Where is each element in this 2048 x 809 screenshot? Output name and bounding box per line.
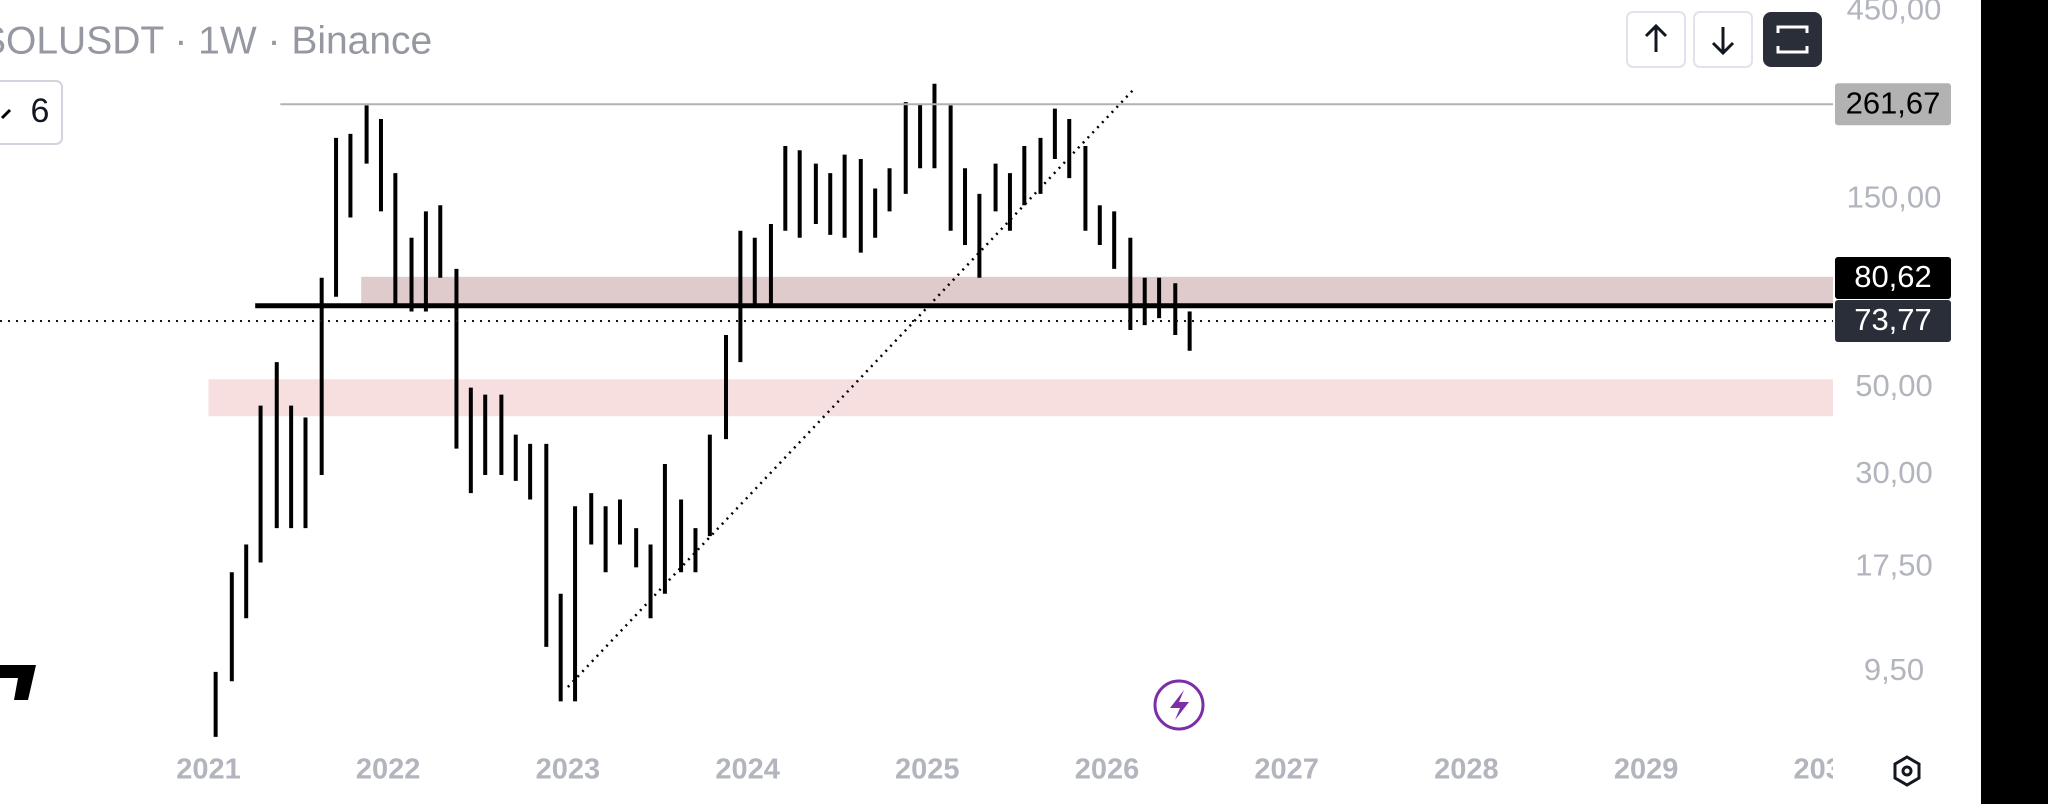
zone: [208, 379, 1833, 417]
logo: [0, 665, 36, 700]
x-tick-label: 2021: [176, 754, 241, 786]
settings-dot: [1901, 765, 1913, 777]
price-label-box: [1835, 300, 1951, 343]
button-box[interactable]: [1763, 12, 1822, 67]
price-label: 261,67: [1846, 85, 1941, 120]
y-tick-label: 50,00: [1855, 368, 1933, 403]
x-tick-label: 2027: [1254, 754, 1319, 786]
lightning-icon: [1170, 690, 1189, 720]
price-label: 73,77: [1854, 302, 1932, 337]
zone: [361, 276, 1833, 304]
y-tick-label: 9,50: [1864, 652, 1924, 687]
y-tick-label: 450,00: [1847, 0, 1942, 27]
button-up[interactable]: [1626, 11, 1686, 68]
x-tick-label: 2022: [356, 754, 421, 786]
symbol-title: SOLUSDT · 1W · Binance: [0, 19, 432, 62]
indicator-badge[interactable]: 6: [0, 80, 63, 145]
indicator-count: 6: [31, 92, 50, 130]
button-fullscreen[interactable]: [1763, 12, 1822, 67]
price-label-box: [1835, 83, 1951, 126]
lightning-button[interactable]: [1153, 679, 1205, 731]
y-tick-label: 30,00: [1855, 455, 1933, 490]
button-down[interactable]: [1693, 11, 1753, 68]
plot-area: 2021 2022 2023 2024 2025 2026 2027 2028 2029 2030: [0, 83, 1859, 786]
side-strip: [1981, 0, 2048, 804]
settings-icon[interactable]: [1893, 755, 1921, 787]
x-tick-label: 2029: [1614, 754, 1679, 786]
price-label: 80,62: [1854, 259, 1932, 294]
arrow-up: [1644, 23, 1668, 52]
x-tick-label: 2023: [536, 754, 601, 786]
badge-box[interactable]: [0, 80, 63, 145]
price-label-box: [1835, 257, 1951, 300]
price-axis: 450,00 150,00 50,00 30,00 17,50 9,50 73,77 80,6…: [1835, 0, 1951, 687]
arrow-down: [1711, 27, 1735, 56]
x-tick-label: 2026: [1075, 754, 1140, 786]
y-tick-label: 17,50: [1855, 548, 1933, 583]
x-tick-label: 2025: [895, 754, 960, 786]
fullscreen-icon: [1776, 25, 1809, 54]
x-tick-label: 2028: [1434, 754, 1499, 786]
x-tick-label: 2024: [715, 754, 780, 786]
y-tick-label: 150,00: [1847, 180, 1942, 215]
x-tick-label: 2030: [1794, 754, 1859, 786]
pencil-icon: [0, 108, 12, 120]
